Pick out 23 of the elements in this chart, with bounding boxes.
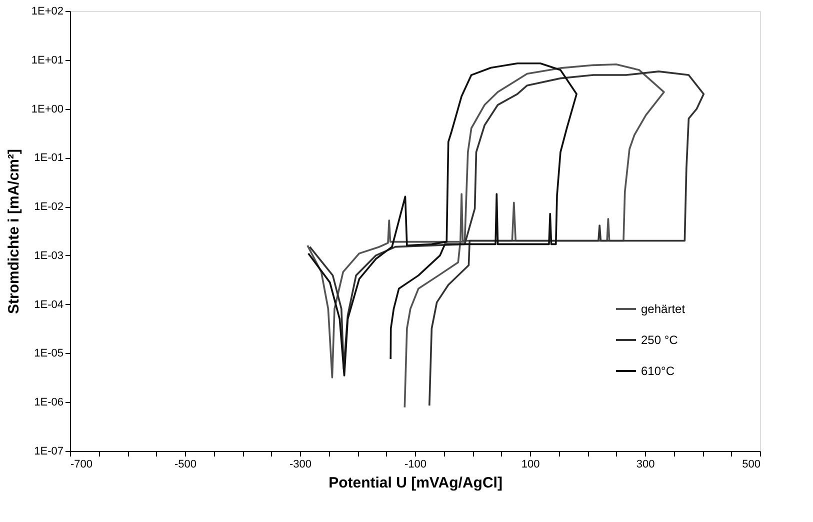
- x-tick-label: 300: [636, 458, 655, 470]
- x-tick-label: -100: [404, 458, 427, 470]
- x-tick-label: -300: [289, 458, 312, 470]
- legend-label: 610°C: [641, 364, 675, 378]
- x-axis-title: Potential U [mVAg/AgCl]: [328, 474, 502, 492]
- x-tick-label: -500: [174, 458, 197, 470]
- x-tick-label: -700: [70, 458, 93, 470]
- x-tick-label: 500: [742, 458, 760, 470]
- y-tick-label: 1E-01: [34, 152, 64, 164]
- legend-label: gehärtet: [641, 302, 686, 316]
- y-tick-label: 1E+01: [31, 54, 64, 66]
- y-tick-label: 1E-07: [34, 446, 64, 458]
- y-axis-title: Stromdichte i [mA/cm²]: [5, 148, 22, 314]
- y-tick-label: 1E-03: [34, 250, 64, 262]
- line-series: [307, 62, 578, 376]
- y-tick-label: 1E-06: [34, 396, 64, 409]
- y-tick-label: 1E+00: [31, 103, 64, 116]
- y-tick-label: 1E-05: [34, 348, 64, 360]
- x-tick-label: 100: [521, 458, 540, 470]
- y-tick-label: 1E-04: [34, 298, 64, 311]
- y-tick-label: 1E-02: [34, 201, 64, 214]
- y-tick-label: 1E+02: [31, 6, 64, 18]
- legend-label: 250 °C: [641, 333, 678, 347]
